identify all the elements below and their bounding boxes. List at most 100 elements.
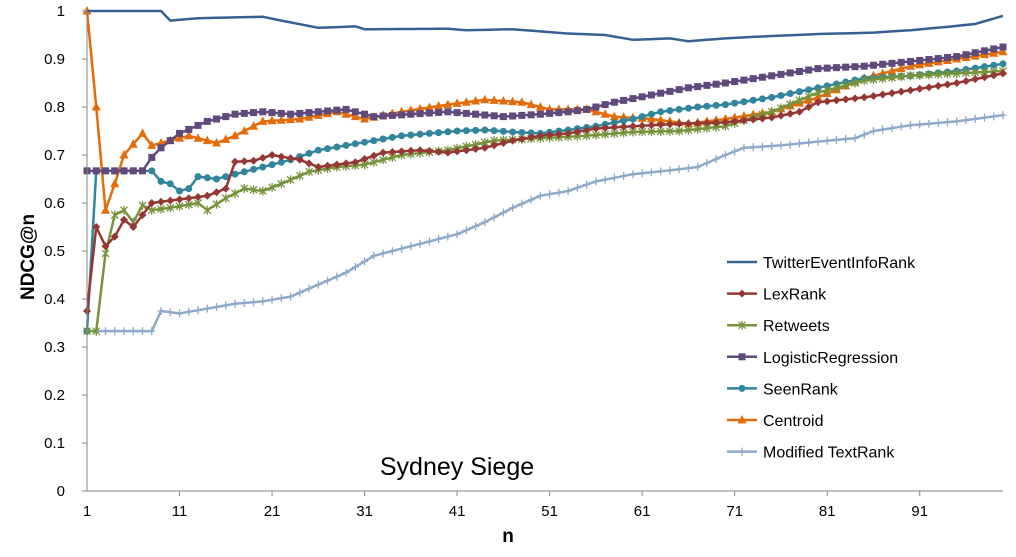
data-point-modified-textrank bbox=[296, 288, 304, 297]
data-point-centroid bbox=[887, 66, 897, 75]
data-point-centroid bbox=[230, 130, 240, 140]
data-point-lexrank bbox=[591, 124, 600, 133]
data-point-centroid bbox=[128, 139, 138, 148]
data-point-centroid bbox=[471, 96, 481, 105]
data-point-retweets bbox=[841, 80, 850, 90]
tick-labels: 00.10.20.30.40.50.60.70.80.911 11 21 31 41 51… bbox=[44, 3, 928, 520]
data-point-logisticregression bbox=[962, 51, 970, 59]
data-point-lexrank bbox=[92, 223, 101, 231]
data-point-logisticregression bbox=[398, 111, 406, 119]
data-point-lexrank bbox=[610, 123, 619, 132]
data-point-seenrank bbox=[379, 135, 387, 143]
data-point-seenrank bbox=[250, 165, 258, 173]
data-point-modified-textrank bbox=[268, 295, 276, 304]
data-point-seenrank bbox=[684, 104, 692, 112]
data-point-lexrank bbox=[295, 155, 304, 164]
data-point-lexrank bbox=[194, 193, 203, 201]
data-point-lexrank bbox=[443, 148, 452, 157]
y-tick-label: 0.1 bbox=[44, 435, 65, 452]
data-point-lexrank bbox=[120, 215, 129, 224]
x-tick-label: 61 bbox=[634, 503, 651, 520]
data-point-modified-textrank bbox=[805, 138, 813, 147]
data-point-retweets bbox=[110, 210, 119, 220]
legend-swatch-marker bbox=[738, 289, 746, 298]
data-point-logisticregression bbox=[250, 109, 258, 117]
data-point-logisticregression bbox=[805, 66, 813, 74]
data-point-modified-textrank bbox=[638, 169, 646, 178]
data-point-lexrank bbox=[462, 146, 471, 155]
data-point-seenrank bbox=[370, 137, 378, 145]
data-point-logisticregression bbox=[842, 63, 850, 71]
data-point-modified-textrank bbox=[694, 163, 702, 171]
data-point-seenrank bbox=[481, 126, 489, 134]
data-point-retweets bbox=[157, 204, 165, 214]
data-point-lexrank bbox=[203, 191, 212, 200]
data-point-logisticregression bbox=[860, 62, 868, 70]
data-point-retweets bbox=[166, 203, 175, 213]
data-point-seenrank bbox=[721, 101, 729, 109]
data-point-logisticregression bbox=[139, 167, 147, 175]
data-point-lexrank bbox=[536, 131, 545, 140]
data-point-lexrank bbox=[508, 136, 517, 145]
data-point-lexrank bbox=[693, 119, 702, 128]
data-point-lexrank bbox=[869, 91, 878, 100]
data-point-modified-textrank bbox=[370, 251, 378, 260]
data-point-logisticregression bbox=[379, 112, 387, 120]
data-point-lexrank bbox=[878, 90, 887, 99]
data-point-lexrank bbox=[573, 127, 582, 136]
data-point-modified-textrank bbox=[814, 137, 822, 146]
data-point-seenrank bbox=[185, 185, 193, 193]
data-point-lexrank bbox=[804, 103, 813, 111]
x-axis-title: n bbox=[502, 526, 514, 547]
data-point-retweets bbox=[249, 185, 258, 195]
data-point-lexrank bbox=[397, 147, 406, 156]
data-point-seenrank bbox=[980, 63, 988, 71]
data-point-centroid bbox=[91, 102, 101, 111]
data-point-modified-textrank bbox=[777, 141, 785, 150]
data-point-modified-textrank bbox=[703, 159, 711, 167]
data-point-lexrank bbox=[647, 121, 656, 130]
data-point-seenrank bbox=[712, 101, 720, 109]
data-point-lexrank bbox=[786, 109, 795, 118]
data-point-modified-textrank bbox=[185, 307, 193, 316]
data-point-logisticregression bbox=[277, 109, 285, 117]
data-point-modified-textrank bbox=[795, 139, 803, 148]
data-point-modified-textrank bbox=[453, 230, 461, 239]
legend-label: Centroid bbox=[763, 413, 823, 430]
data-point-seenrank bbox=[148, 167, 156, 175]
data-point-modified-textrank bbox=[546, 190, 554, 199]
data-point-lexrank bbox=[795, 107, 804, 116]
x-tick-label: 51 bbox=[541, 503, 558, 520]
data-point-logisticregression bbox=[888, 59, 896, 67]
data-point-logisticregression bbox=[953, 53, 961, 61]
data-point-lexrank bbox=[980, 73, 989, 82]
data-point-centroid bbox=[193, 133, 203, 142]
data-point-modified-textrank bbox=[749, 143, 757, 152]
data-point-seenrank bbox=[240, 168, 248, 176]
data-point-lexrank bbox=[943, 80, 952, 89]
data-point-seenrank bbox=[518, 128, 526, 136]
data-point-logisticregression bbox=[832, 64, 840, 72]
data-point-centroid bbox=[360, 114, 370, 123]
y-tick-label: 0.6 bbox=[44, 195, 65, 212]
data-point-modified-textrank bbox=[407, 242, 415, 251]
data-point-modified-textrank bbox=[953, 117, 961, 126]
data-point-lexrank bbox=[138, 211, 147, 219]
data-point-centroid bbox=[730, 112, 740, 122]
data-point-logisticregression bbox=[777, 70, 785, 78]
data-point-modified-textrank bbox=[620, 172, 628, 180]
data-point-modified-textrank bbox=[222, 301, 230, 310]
data-point-lexrank bbox=[480, 143, 489, 152]
data-point-lexrank bbox=[989, 71, 998, 80]
data-point-modified-textrank bbox=[888, 124, 896, 133]
data-point-modified-textrank bbox=[583, 180, 591, 189]
data-point-seenrank bbox=[351, 140, 359, 148]
data-point-lexrank bbox=[619, 122, 628, 131]
data-point-centroid bbox=[267, 115, 277, 125]
data-point-lexrank bbox=[961, 77, 970, 86]
data-point-lexrank bbox=[425, 147, 434, 155]
data-point-logisticregression bbox=[749, 75, 757, 83]
legend-item-modified-textrank: Modified TextRank bbox=[727, 445, 895, 462]
data-point-logisticregression bbox=[897, 58, 905, 66]
